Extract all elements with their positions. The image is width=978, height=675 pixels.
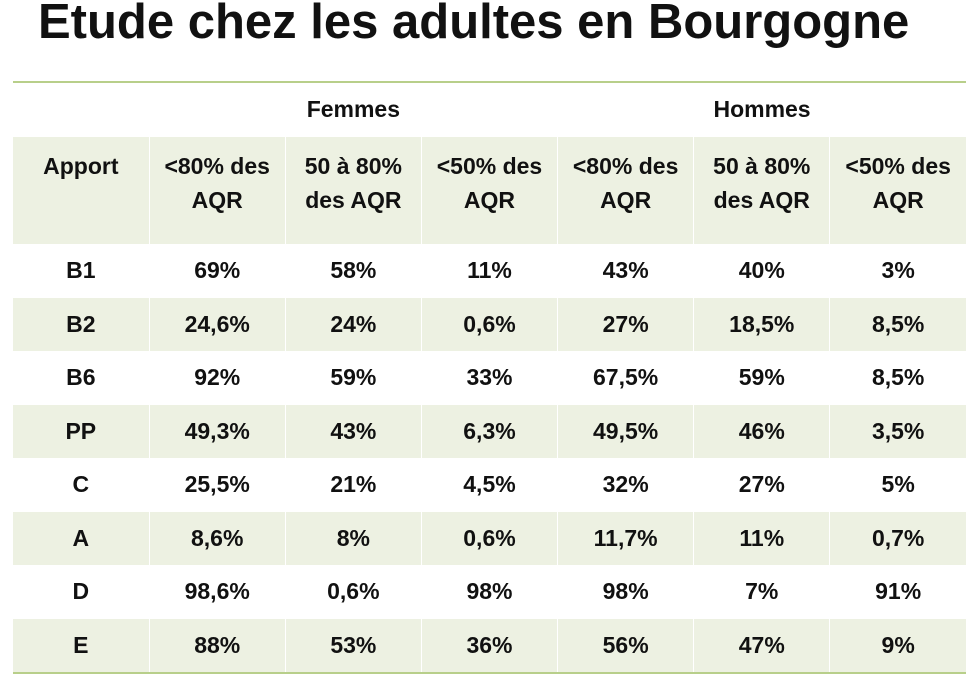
column-header-line: 50 à 80% xyxy=(304,153,402,179)
table-cell: 56% xyxy=(557,618,695,673)
table-cell: 49,3% xyxy=(149,404,286,458)
table-row: E 88% 53% 36% 56% 47% 9% xyxy=(13,618,966,673)
column-header: 50 à 80% des AQR xyxy=(285,135,422,244)
table-row: PP 49,3% 43% 6,3% 49,5% 46% 3,5% xyxy=(13,404,966,458)
table-cell: 43% xyxy=(557,244,695,298)
page-title: Etude chez les adultes en Bourgogne xyxy=(38,0,910,49)
row-label: A xyxy=(13,511,150,565)
table-cell: 3% xyxy=(829,244,966,298)
table-cell: 8,5% xyxy=(829,351,966,405)
column-header: 50 à 80% des AQR xyxy=(693,135,831,244)
table-cell: 24,6% xyxy=(149,297,286,351)
column-header-line: <80% des xyxy=(572,153,679,179)
row-label: B1 xyxy=(13,244,150,298)
table-cell: 91% xyxy=(829,565,966,619)
column-header-line: AQR xyxy=(463,187,516,213)
table-cell: 43% xyxy=(285,404,422,458)
table-cell: 8% xyxy=(285,511,422,565)
table-cell: 33% xyxy=(421,351,559,405)
table-cell: 49,5% xyxy=(557,404,695,458)
group-header-women: Femmes xyxy=(149,82,559,136)
table-row: B6 92% 59% 33% 67,5% 59% 8,5% xyxy=(13,351,966,405)
group-header-men: Hommes xyxy=(557,82,966,136)
column-header-line: AQR xyxy=(872,187,924,213)
table-cell: 5% xyxy=(829,458,966,512)
table-cell: 0,6% xyxy=(285,565,422,619)
table-cell: 53% xyxy=(285,618,422,673)
table-cell: 21% xyxy=(285,458,422,512)
table-cell: 7% xyxy=(693,565,831,619)
table-cell: 98% xyxy=(557,565,695,619)
table-cell: 27% xyxy=(693,458,831,512)
column-header-line: <50% des xyxy=(845,153,951,179)
column-header: <80% des AQR xyxy=(149,135,286,244)
column-header: <50% des AQR xyxy=(421,135,559,244)
table-cell: 8,6% xyxy=(149,511,286,565)
table-cell: 18,5% xyxy=(693,297,831,351)
table-cell: 32% xyxy=(557,458,695,512)
table-cell: 59% xyxy=(285,351,422,405)
column-header-line: Apport xyxy=(43,153,119,179)
table-cell: 69% xyxy=(149,244,286,298)
column-header-line: des AQR xyxy=(713,187,810,213)
table-cell: 4,5% xyxy=(421,458,559,512)
table-row: B2 24,6% 24% 0,6% 27% 18,5% 8,5% xyxy=(13,297,966,351)
row-label: C xyxy=(13,458,150,512)
row-label: D xyxy=(13,565,150,619)
column-header-apport: Apport xyxy=(13,135,150,244)
group-header-empty xyxy=(13,82,150,136)
row-label: PP xyxy=(13,404,150,458)
table-cell: 40% xyxy=(693,244,831,298)
row-label: E xyxy=(13,618,150,673)
table-cell: 98% xyxy=(421,565,559,619)
table-cell: 6,3% xyxy=(421,404,559,458)
table-row: A 8,6% 8% 0,6% 11,7% 11% 0,7% xyxy=(13,511,966,565)
table-cell: 98,6% xyxy=(149,565,286,619)
table-cell: 11% xyxy=(693,511,831,565)
table-cell: 11,7% xyxy=(557,511,695,565)
table-cell: 0,7% xyxy=(829,511,966,565)
column-header: <80% des AQR xyxy=(557,135,695,244)
table-cell: 47% xyxy=(693,618,831,673)
table-cell: 3,5% xyxy=(829,404,966,458)
table-cell: 9% xyxy=(829,618,966,673)
column-header-row: Apport <80% des AQR 50 à 80% des AQR <50% des… xyxy=(13,135,966,244)
column-header-line: <50% des xyxy=(436,153,543,179)
table-cell: 27% xyxy=(557,297,695,351)
table-cell: 11% xyxy=(421,244,559,298)
column-header-line: des AQR xyxy=(305,187,402,213)
table-cell: 88% xyxy=(149,618,286,673)
column-header-line: 50 à 80% xyxy=(713,153,811,179)
table-cell: 92% xyxy=(149,351,286,405)
table-cell: 0,6% xyxy=(421,511,559,565)
table-cell: 0,6% xyxy=(421,297,559,351)
table-cell: 8,5% xyxy=(829,297,966,351)
table-cell: 46% xyxy=(693,404,831,458)
column-header-line: AQR xyxy=(600,187,652,213)
row-label: B2 xyxy=(13,297,150,351)
column-header-line: <80% des xyxy=(164,153,270,179)
group-header-row: Femmes Hommes xyxy=(13,82,966,136)
row-label: B6 xyxy=(13,351,150,405)
table-cell: 58% xyxy=(285,244,422,298)
column-header: <50% des AQR xyxy=(829,135,966,244)
table-cell: 24% xyxy=(285,297,422,351)
table-row: B1 69% 58% 11% 43% 40% 3% xyxy=(13,244,966,298)
table-cell: 67,5% xyxy=(557,351,695,405)
table-cell: 25,5% xyxy=(149,458,286,512)
nutrition-table: Femmes Hommes Apport <80% des AQR 50 à 80% d… xyxy=(13,81,966,674)
table-cell: 36% xyxy=(421,618,559,673)
column-header-line: AQR xyxy=(191,187,243,213)
table-row: C 25,5% 21% 4,5% 32% 27% 5% xyxy=(13,458,966,512)
table-row: D 98,6% 0,6% 98% 98% 7% 91% xyxy=(13,565,966,619)
table-cell: 59% xyxy=(693,351,831,405)
